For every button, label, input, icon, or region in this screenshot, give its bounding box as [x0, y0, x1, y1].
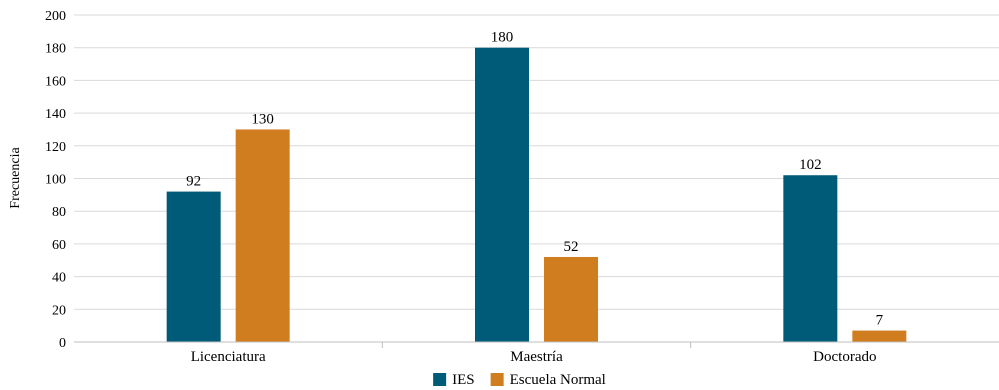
- data-label: 180: [491, 30, 514, 46]
- legend-swatch: [490, 373, 504, 386]
- bar: [235, 129, 290, 342]
- y-tick-label: 40: [52, 271, 66, 286]
- bar: [166, 191, 221, 342]
- legend: IES Escuela Normal: [433, 372, 606, 388]
- legend-swatch: [433, 373, 447, 386]
- x-tick-label: Licenciatura: [191, 349, 266, 365]
- y-tick-label: 60: [52, 238, 66, 253]
- data-label: 52: [564, 239, 579, 255]
- y-tick-label: 0: [59, 336, 66, 351]
- data-label: 102: [799, 157, 822, 173]
- y-tick-label: 100: [45, 173, 66, 188]
- y-tick-label: 160: [45, 74, 66, 89]
- y-tick-label: 80: [52, 205, 66, 220]
- x-tick-label: Doctorado: [813, 349, 876, 365]
- data-label: 92: [186, 174, 201, 190]
- bar: [475, 47, 529, 342]
- y-axis-ticks: 0 20 40 60 80 100 120 140 160 180 200: [45, 9, 66, 351]
- y-axis-label: Frecuencia: [8, 147, 23, 209]
- legend-label: Escuela Normal: [510, 372, 606, 388]
- x-tick-label: Maestría: [510, 349, 563, 365]
- x-axis: Licenciatura Maestría Doctorado: [74, 341, 999, 365]
- y-tick-label: 140: [45, 107, 66, 122]
- y-tick-label: 180: [45, 42, 66, 57]
- gridlines: [74, 14, 999, 310]
- y-tick-label: 200: [45, 9, 66, 24]
- legend-label: IES: [452, 372, 475, 388]
- data-labels: 92 130 180 52 102 7: [186, 30, 883, 329]
- bar: [852, 330, 907, 342]
- y-tick-label: 120: [45, 140, 66, 155]
- data-label: 7: [876, 313, 884, 329]
- bars: [166, 47, 907, 342]
- y-tick-label: 20: [52, 303, 66, 318]
- bar: [783, 175, 838, 342]
- bar: [544, 256, 598, 342]
- data-label: 130: [251, 111, 274, 127]
